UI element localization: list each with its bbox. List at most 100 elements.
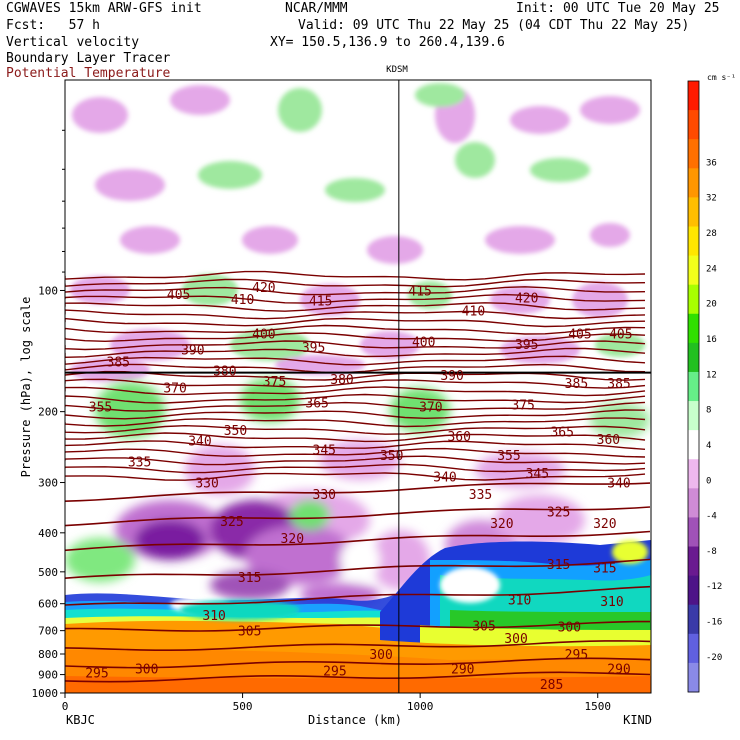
theta-contour-line bbox=[65, 440, 646, 450]
theta-label: 300 bbox=[135, 663, 158, 678]
x-tick-label: 1000 bbox=[407, 700, 434, 713]
theta-label: 405 bbox=[609, 328, 632, 343]
colorbar-swatch bbox=[688, 488, 699, 518]
station-label-right: KIND bbox=[623, 713, 652, 727]
colorbar-units: cm s⁻¹ bbox=[707, 73, 736, 82]
shaded-field bbox=[65, 80, 651, 693]
theta-label: 390 bbox=[181, 343, 204, 358]
theta-label: 305 bbox=[472, 620, 495, 635]
theta-label: 380 bbox=[213, 364, 236, 379]
theta-label: 350 bbox=[380, 449, 403, 464]
theta-label: 375 bbox=[511, 399, 534, 414]
theta-contour-line bbox=[65, 324, 646, 335]
theta-label: 385 bbox=[107, 355, 130, 370]
theta-label: 355 bbox=[497, 449, 520, 464]
y-tick-label: 300 bbox=[38, 477, 58, 490]
theta-contour-line bbox=[65, 530, 651, 552]
theta-label: 365 bbox=[550, 425, 573, 440]
field-vertical-velocity: Vertical velocity bbox=[6, 35, 140, 50]
theta-label: 415 bbox=[309, 295, 332, 310]
theta-contour-line bbox=[65, 506, 651, 527]
y-axis-label: Pressure (hPa), log scale bbox=[19, 297, 33, 478]
theta-label: 295 bbox=[565, 648, 588, 663]
theta-label: 400 bbox=[252, 328, 275, 343]
theta-contour-line bbox=[65, 309, 646, 320]
theta-label: 315 bbox=[547, 558, 570, 573]
colorbar-swatch bbox=[688, 575, 699, 606]
theta-label: 300 bbox=[558, 621, 581, 636]
colorbar-swatch bbox=[688, 401, 699, 431]
colorbar-swatch bbox=[688, 81, 699, 111]
theta-contour-line bbox=[65, 270, 646, 281]
theta-label: 385 bbox=[565, 377, 588, 392]
colorbar-frame bbox=[687, 80, 700, 693]
colorbar: 36 32 28 24 20 16 12 8 4 0 -4 -8 -12 -16 -20 bbox=[687, 80, 722, 693]
theta-label: 365 bbox=[305, 397, 328, 412]
theta-label: 420 bbox=[252, 281, 275, 296]
theta-contour-line bbox=[65, 424, 646, 435]
colorbar-label: 8 bbox=[706, 406, 711, 416]
theta-contour-line bbox=[65, 472, 646, 481]
theta-contour-line bbox=[65, 671, 651, 683]
colorbar-swatch bbox=[688, 633, 699, 664]
colorbar-label: 4 bbox=[706, 441, 711, 451]
colorbar-swatch bbox=[688, 342, 699, 373]
theta-label: 390 bbox=[440, 369, 463, 384]
colorbar-label: -16 bbox=[706, 618, 722, 628]
colorbar-label: 32 bbox=[706, 194, 717, 204]
theta-label: 305 bbox=[238, 625, 261, 640]
colorbar-swatch bbox=[688, 662, 699, 693]
theta-label: 370 bbox=[163, 381, 186, 396]
theta-label: 320 bbox=[281, 532, 304, 547]
theta-label: 295 bbox=[85, 667, 108, 682]
y-tick-label: 500 bbox=[38, 566, 58, 579]
theta-label: 320 bbox=[593, 517, 616, 532]
theta-contour-line bbox=[65, 409, 646, 420]
y-tick-label: 100 bbox=[38, 284, 58, 297]
y-tick-label: 400 bbox=[38, 527, 58, 540]
colorbar-label: -12 bbox=[706, 582, 722, 592]
colorbar-swatch bbox=[688, 168, 699, 198]
colorbar-label: -8 bbox=[706, 547, 717, 557]
colorbar-label: 24 bbox=[706, 264, 717, 274]
colorbar-label: 0 bbox=[706, 476, 711, 486]
y-tick-label: 1000 bbox=[32, 687, 59, 700]
theta-label: 315 bbox=[593, 562, 616, 577]
station-label-left: KBJC bbox=[66, 713, 95, 727]
theta-contour-line bbox=[65, 432, 646, 443]
colorbar-swatch bbox=[688, 284, 699, 315]
colorbar-swatch bbox=[688, 459, 699, 489]
theta-label: 300 bbox=[369, 648, 392, 663]
theta-contour-line bbox=[65, 278, 646, 288]
theta-label: 290 bbox=[451, 663, 474, 678]
theta-label: 410 bbox=[231, 293, 254, 308]
theta-label: 340 bbox=[433, 471, 456, 486]
theta-contour-line bbox=[65, 340, 646, 351]
field-potential-temperature: Potential Temperature bbox=[6, 66, 171, 81]
theta-contour-line bbox=[65, 386, 646, 397]
theta-contour-line bbox=[65, 293, 646, 304]
x-axis-label: Distance (km) bbox=[308, 713, 402, 727]
theta-contour-line bbox=[65, 302, 646, 312]
colorbar-swatch bbox=[688, 226, 699, 257]
theta-contour-line bbox=[65, 620, 650, 632]
colorbar-label: 36 bbox=[706, 158, 717, 168]
theta-label: 345 bbox=[313, 443, 336, 458]
colorbar-swatch bbox=[688, 546, 699, 577]
theta-contour-line bbox=[65, 640, 651, 651]
theta-label: 380 bbox=[330, 373, 353, 388]
colorbar-swatch bbox=[688, 430, 699, 460]
theta-label: 310 bbox=[600, 595, 623, 610]
theta-label: 320 bbox=[490, 517, 513, 532]
colorbar-swatch bbox=[688, 604, 699, 635]
colorbar-label: 16 bbox=[706, 335, 717, 345]
x-tick-label: 1500 bbox=[584, 700, 611, 713]
theta-label: 290 bbox=[607, 663, 630, 678]
y-tick-label: 800 bbox=[38, 648, 58, 661]
colorbar-label: -20 bbox=[706, 653, 722, 663]
y-tick-label: 600 bbox=[38, 598, 58, 611]
theta-contour-line bbox=[65, 585, 651, 606]
station-label-mid: KDSM bbox=[386, 65, 408, 75]
organization: NCAR/MMM bbox=[285, 1, 348, 16]
